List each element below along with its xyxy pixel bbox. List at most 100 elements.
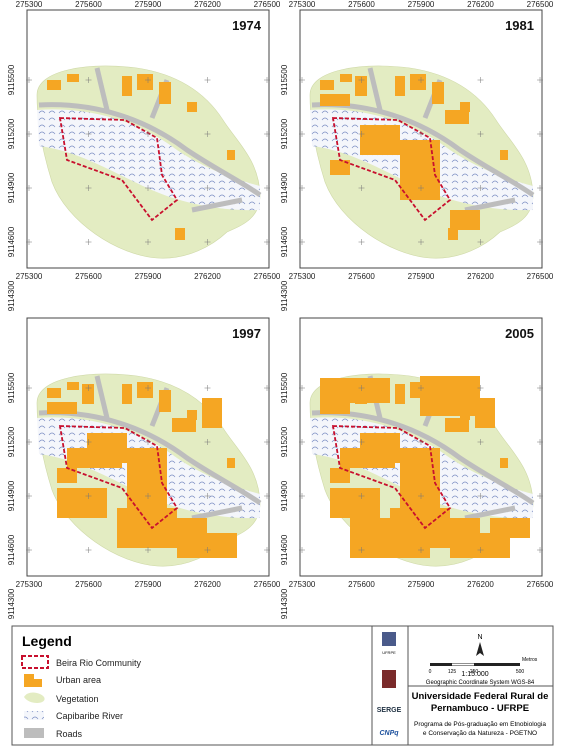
map-panel: 1981 275300 275300 275600 275600 275900 275900… xyxy=(280,0,554,311)
grid-cross xyxy=(145,239,151,245)
scale-tick-label: 500 xyxy=(516,669,525,675)
legend-label: Capibaribe River xyxy=(56,711,123,721)
logo-text: CNPq xyxy=(379,730,399,737)
legend-label: Vegetation xyxy=(56,694,99,704)
y-tick-label: 9114300 xyxy=(7,588,16,619)
x-tick-label: 276200 xyxy=(194,272,221,281)
grid-cross xyxy=(358,439,365,445)
x-tick-label: 275900 xyxy=(135,0,162,9)
x-tick-label: 275600 xyxy=(75,272,102,281)
y-tick-label: 9114300 xyxy=(7,280,16,311)
logo xyxy=(382,670,396,688)
grid-cross xyxy=(537,385,543,391)
grid-cross xyxy=(85,385,92,391)
grid-cross xyxy=(204,185,211,191)
grid-cross xyxy=(26,185,32,191)
year-label: 1997 xyxy=(232,326,261,341)
x-tick-label: 276500 xyxy=(527,0,554,9)
grid-cross xyxy=(299,547,305,553)
scale-unit: Metros xyxy=(522,657,538,663)
x-tick-label: 275900 xyxy=(135,272,162,281)
grid-cross xyxy=(204,385,211,391)
grid-cross xyxy=(26,547,32,553)
x-tick-label: 276500 xyxy=(527,580,554,589)
x-tick-label: 275300 xyxy=(289,580,316,589)
grid-cross xyxy=(418,439,424,445)
grid-cross xyxy=(85,239,92,245)
y-tick-label: 9114900 xyxy=(280,480,289,511)
panels: 1974 275300 275300 275600 275600 275900 275900… xyxy=(7,0,554,619)
grid-cross xyxy=(418,385,424,391)
x-tick-label: 276500 xyxy=(254,0,281,9)
x-tick-label: 276500 xyxy=(254,272,281,281)
grid-cross xyxy=(418,493,424,499)
grid-cross xyxy=(264,385,270,391)
x-tick-label: 275300 xyxy=(289,272,316,281)
grid-cross xyxy=(85,77,92,83)
legend-swatch xyxy=(24,711,44,720)
legend-box: Legend Beira Rio Community Urban area Ve… xyxy=(11,625,554,746)
y-tick-label: 9115200 xyxy=(7,426,16,457)
grid-cross xyxy=(145,493,151,499)
grid-cross xyxy=(299,239,305,245)
grid-cross xyxy=(358,131,365,137)
grid-cross xyxy=(358,239,365,245)
x-tick-label: 276500 xyxy=(254,580,281,589)
grid-cross xyxy=(85,547,92,553)
year-label: 2005 xyxy=(505,326,534,341)
scale-tick-label: 125 xyxy=(448,669,457,675)
y-tick-label: 9114300 xyxy=(280,588,289,619)
grid-cross xyxy=(477,239,484,245)
legend-swatch xyxy=(21,655,49,669)
logo xyxy=(382,632,396,646)
grid-cross xyxy=(26,439,32,445)
grid-cross xyxy=(477,385,484,391)
scale-tick-label: 250 xyxy=(470,669,479,675)
x-tick-label: 275900 xyxy=(408,580,435,589)
x-tick-label: 276500 xyxy=(527,272,554,281)
grid-cross xyxy=(299,77,305,83)
x-tick-label: 275900 xyxy=(408,272,435,281)
grid-cross xyxy=(85,131,92,137)
x-tick-label: 275600 xyxy=(348,0,375,9)
grid-cross xyxy=(537,131,543,137)
grid-cross xyxy=(145,185,151,191)
y-tick-label: 9114600 xyxy=(7,226,16,257)
grid-cross xyxy=(299,185,305,191)
legend-swatch xyxy=(24,692,45,704)
grid-cross xyxy=(264,185,270,191)
grid-cross xyxy=(145,131,151,137)
grid-cross xyxy=(26,239,32,245)
y-tick-label: 9115500 xyxy=(7,64,16,95)
grid-cross xyxy=(537,547,543,553)
grid-cross xyxy=(477,439,484,445)
year-label: 1974 xyxy=(232,18,262,33)
map-panel: 1997 275300 275600 275900 276200 276500 911550… xyxy=(7,317,281,619)
scale-ratio: 1:15.000 xyxy=(461,671,488,678)
map-panel: 2005 275300 275600 275900 276200 276500 911550… xyxy=(280,317,554,619)
grid-cross xyxy=(537,439,543,445)
map-panel: 1974 275300 275300 275600 275600 275900 275900… xyxy=(7,0,281,311)
x-tick-label: 276200 xyxy=(194,580,221,589)
grid-cross xyxy=(145,439,151,445)
x-tick-label: 276200 xyxy=(467,580,494,589)
grid-cross xyxy=(85,493,92,499)
y-tick-label: 9114900 xyxy=(7,480,16,511)
y-tick-label: 9115200 xyxy=(280,426,289,457)
grid-cross xyxy=(537,185,543,191)
x-tick-label: 275300 xyxy=(289,0,316,9)
grid-cross xyxy=(85,185,92,191)
grid-cross xyxy=(264,77,270,83)
grid-cross xyxy=(299,439,305,445)
x-tick-label: 275600 xyxy=(348,272,375,281)
grid-cross xyxy=(264,239,270,245)
program: Programa de Pós-graduação em Etnobiologi… xyxy=(414,721,546,728)
grid-cross xyxy=(204,239,211,245)
crs: Geographic Coordinate System WGS-84 xyxy=(426,680,535,686)
logo-text: UFRPE xyxy=(382,650,396,655)
grid-cross xyxy=(145,547,151,553)
grid-cross xyxy=(204,439,211,445)
x-tick-label: 276200 xyxy=(467,272,494,281)
legend-label: Urban area xyxy=(56,675,101,685)
